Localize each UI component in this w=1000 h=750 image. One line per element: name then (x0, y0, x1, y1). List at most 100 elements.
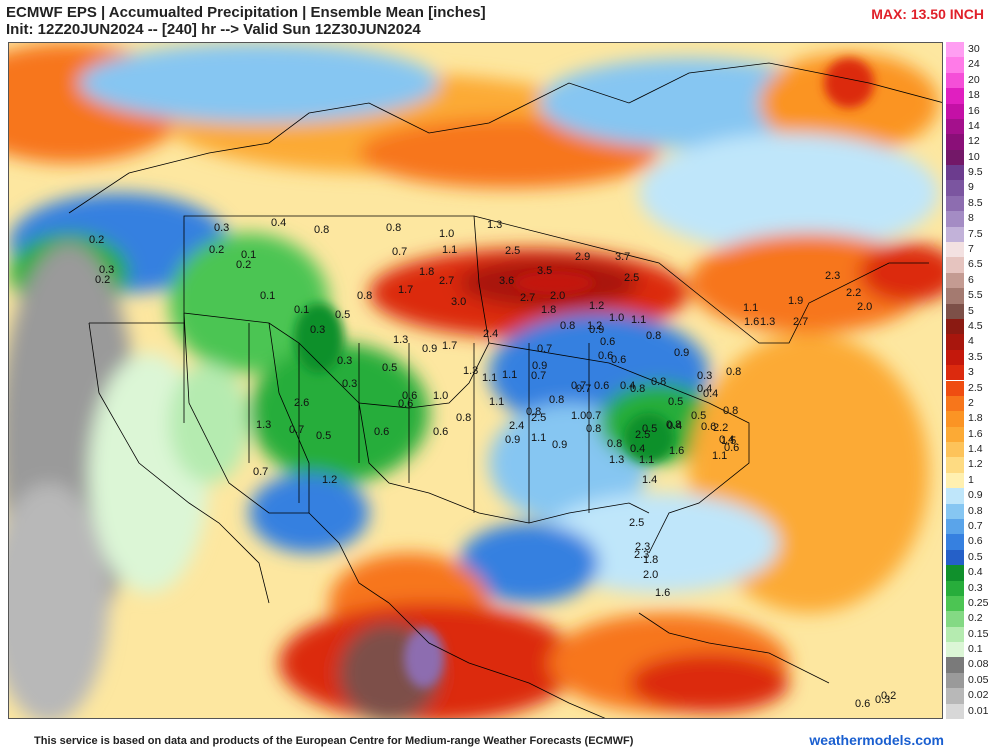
map-value-label: 0.8 (549, 394, 564, 406)
map-value-label: 0.7 (571, 380, 586, 392)
map-value-label: 0.3 (99, 264, 114, 276)
legend-value: 1.8 (968, 412, 983, 425)
legend-value: 4.5 (968, 319, 983, 332)
map-value-label: 0.8 (357, 290, 372, 302)
map-value-label: 1.2 (322, 474, 337, 486)
legend-row: 9.5 (946, 165, 1000, 181)
map-title: ECMWF EPS | Accumualted Precipitation | … (6, 4, 486, 21)
map-value-label: 0.9 (552, 439, 567, 451)
legend-row: 1 (946, 472, 1000, 489)
legend-value: 12 (968, 135, 980, 148)
legend-row: 3.5 (946, 349, 1000, 366)
legend-swatch (946, 257, 964, 273)
map-value-label: 0.4 (697, 383, 712, 395)
legend-row: 18 (946, 88, 1000, 104)
legend-swatch (946, 426, 964, 443)
legend-row: 3 (946, 365, 1000, 381)
map-value-label: 0.4 (703, 388, 718, 400)
legend-swatch (946, 242, 964, 258)
map-value-label: 2.4 (509, 420, 524, 432)
legend-value: 2.5 (968, 381, 983, 394)
map-value-label: 0.6 (600, 336, 615, 348)
map-value-label: 0.1 (260, 290, 275, 302)
map-value-label: 0.8 (723, 405, 738, 417)
legend-row: 6 (946, 272, 1000, 289)
legend-row: 0.01 (946, 703, 1000, 719)
legend-swatch (946, 195, 964, 212)
legend-row: 0.3 (946, 580, 1000, 596)
legend-row: 0.1 (946, 642, 1000, 658)
legend-row: 1.6 (946, 426, 1000, 443)
legend-row: 0.8 (946, 503, 1000, 519)
map-value-label: 1.3 (256, 419, 271, 431)
legend-row: 2.5 (946, 380, 1000, 396)
map-value-label: 2.2 (846, 287, 861, 299)
map-value-label: 0.8 (646, 330, 661, 342)
legend-row: 0.2 (946, 611, 1000, 627)
map-value-label: 0.1 (294, 304, 309, 316)
map-value-label: 0.2 (209, 244, 224, 256)
legend-row: 8.5 (946, 195, 1000, 212)
legend-row: 4 (946, 334, 1000, 350)
legend-value: 7 (968, 243, 974, 256)
map-value-label: 1.1 (743, 302, 758, 314)
legend-value: 0.7 (968, 519, 983, 532)
map-value-label: 0.3 (697, 370, 712, 382)
legend-swatch (946, 211, 964, 227)
legend-swatch (946, 688, 964, 704)
legend-row: 6.5 (946, 257, 1000, 273)
legend-swatch (946, 411, 964, 427)
legend-row: 2 (946, 395, 1000, 412)
legend-swatch (946, 472, 964, 489)
map-value-label: 0.4 (620, 380, 635, 392)
map-value-label: 1.5 (721, 435, 736, 447)
map-value-label: 2.5 (531, 412, 546, 424)
footer-brand: weathermodels.com (809, 732, 944, 748)
legend-row: 0.08 (946, 657, 1000, 673)
legend-swatch (946, 549, 964, 566)
map-value-label: 0.9 (505, 434, 520, 446)
legend-value: 5.5 (968, 289, 983, 302)
map-value-label: 2.8 (9, 43, 24, 46)
color-legend: 30 24 20 18 16 14 12 10 9.5 9 8.5 8 7.5 7 6.5 6 5.5 5 4.5 4… (946, 42, 1000, 719)
map-value-label: 2.0 (550, 290, 565, 302)
map-value-label: 0.9 (674, 347, 689, 359)
precip-detail (294, 58, 874, 688)
legend-value: 6.5 (968, 258, 983, 271)
map-value-label: 0.4 (719, 434, 734, 446)
map-value-label: 3.6 (499, 275, 514, 287)
map-value-label: 0.6 (594, 380, 609, 392)
legend-swatch (946, 395, 964, 412)
map-value-label: 0.8 (666, 419, 681, 431)
map-value-label: 0.1 (241, 249, 256, 261)
legend-swatch (946, 180, 964, 196)
map-value-label: 0.3 (214, 222, 229, 234)
legend-row: 5 (946, 303, 1000, 319)
legend-value: 1 (968, 473, 974, 486)
map-value-label: 1.6 (669, 445, 684, 457)
legend-value: 1.6 (968, 427, 983, 440)
map-value-label: 0.6 (611, 354, 626, 366)
map-value-label: 0.5 (691, 410, 706, 422)
map-value-label: 0.5 (668, 396, 683, 408)
map-value-label: 1.3 (463, 365, 478, 377)
legend-swatch (946, 349, 964, 366)
map-value-label: 0.6 (402, 390, 417, 402)
map-value-label: 0.3 (337, 355, 352, 367)
legend-value: 20 (968, 73, 980, 86)
map-value-label: 2.5 (505, 245, 520, 257)
map-value-label: 2.3 (825, 270, 840, 282)
map-value-label: 1.7 (9, 43, 24, 46)
legend-swatch (946, 226, 964, 242)
map-value-label: 0.2 (89, 234, 104, 246)
legend-value: 3 (968, 366, 974, 379)
map-value-label: 1.6 (655, 587, 670, 599)
legend-swatch (946, 318, 964, 335)
legend-value: 8 (968, 212, 974, 225)
map-value-label: 1.8 (541, 304, 556, 316)
legend-value: 0.25 (968, 596, 989, 609)
legend-row: 0.02 (946, 688, 1000, 704)
map-value-label: 1.0 (609, 312, 624, 324)
precip-field (9, 43, 942, 718)
map-value-label: 2.7 (793, 316, 808, 328)
